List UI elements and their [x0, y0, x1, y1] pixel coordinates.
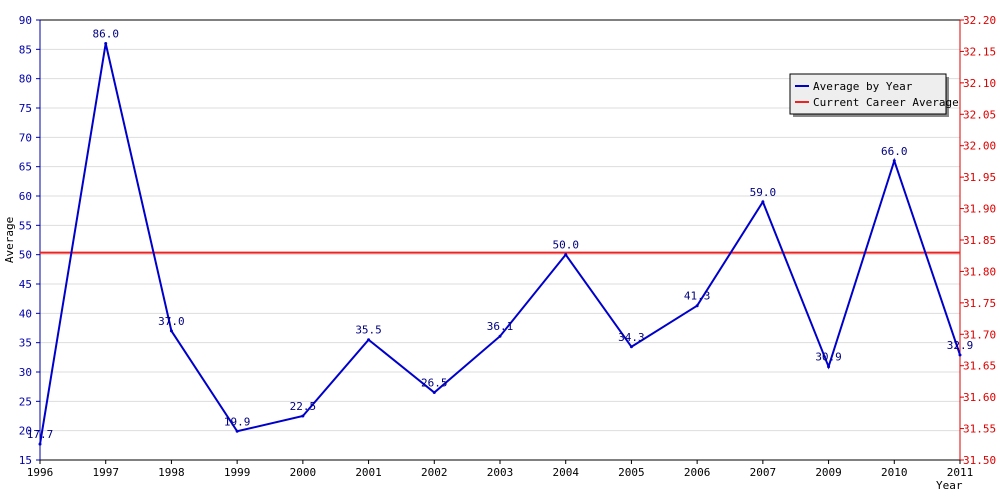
y-right-tick-label: 32.20	[963, 14, 996, 27]
y-left-tick-label: 50	[19, 249, 32, 262]
data-label: 35.5	[355, 324, 382, 337]
y-right-tick-label: 31.95	[963, 171, 996, 184]
x-tick-label: 2001	[355, 466, 382, 479]
gridlines	[40, 19, 960, 461]
data-label: 34.3	[618, 331, 645, 344]
data-label: 37.0	[158, 315, 185, 328]
data-label: 41.3	[684, 290, 711, 303]
x-tick-label: 1997	[92, 466, 119, 479]
x-tick-label: 1998	[158, 466, 185, 479]
data-label: 50.0	[552, 239, 579, 252]
data-point	[38, 442, 42, 446]
y-left-tick-label: 35	[19, 337, 32, 350]
y-right-tick-label: 31.85	[963, 234, 996, 247]
y-axis-title: Average	[3, 217, 16, 263]
data-point	[169, 329, 173, 333]
data-label: 19.9	[224, 415, 251, 428]
legend-label-average-by-year: Average by Year	[813, 80, 913, 93]
axes: 15 20 25 30 35 40 45 50 55 60 65 70 75 80 85 90 31.50 31.…	[19, 14, 996, 479]
x-axis-title: Year	[936, 479, 963, 492]
y-left-tick-label: 70	[19, 131, 32, 144]
data-label: 66.0	[881, 145, 908, 158]
y-right-tick-label: 32.15	[963, 45, 996, 58]
data-point	[301, 414, 305, 418]
y-right-tick-label: 31.60	[963, 391, 996, 404]
y-right-tick-label: 31.55	[963, 423, 996, 436]
data-label: 30.9	[815, 351, 842, 364]
legend: Average by Year Current Career Average	[789, 73, 959, 117]
data-labels: 17.7 86.0 37.0 19.9 22.5 35.5 26.5 36.1 50.0 34.3…	[27, 27, 974, 441]
x-tick-label: 2011	[947, 466, 974, 479]
data-point	[629, 345, 633, 349]
y-left-tick-label: 20	[19, 425, 32, 438]
y-left-tick-label: 30	[19, 366, 32, 379]
y-left-tick-label: 75	[19, 102, 32, 115]
data-point	[235, 429, 239, 433]
x-tick-label: 2006	[684, 466, 711, 479]
y-left-tick-label: 65	[19, 161, 32, 174]
data-label: 22.5	[290, 400, 317, 413]
data-label: 59.0	[750, 186, 777, 199]
y-right-tick-label: 31.65	[963, 360, 996, 373]
data-label: 32.9	[947, 339, 974, 352]
x-tick-label: 2005	[618, 466, 645, 479]
series	[38, 41, 962, 446]
data-point	[761, 200, 765, 204]
data-point	[564, 253, 568, 257]
data-label: 17.7	[27, 428, 54, 441]
x-tick-label: 2004	[552, 466, 579, 479]
y-right-tick-label: 32.00	[963, 140, 996, 153]
data-point	[827, 365, 831, 369]
x-tick-label: 2007	[750, 466, 777, 479]
legend-label-current-career-average: Current Career Average	[813, 96, 959, 109]
y-right-tick-label: 32.05	[963, 108, 996, 121]
y-left-tick-label: 45	[19, 278, 32, 291]
y-right-tick-label: 31.50	[963, 454, 996, 467]
x-tick-label: 2003	[487, 466, 514, 479]
y-left-tick-label: 60	[19, 190, 32, 203]
y-right-tick-label: 31.70	[963, 328, 996, 341]
y-left-tick-label: 40	[19, 307, 32, 320]
data-point	[695, 304, 699, 308]
data-point	[367, 338, 371, 342]
x-tick-label: 2009	[815, 466, 842, 479]
x-tick-label: 2002	[421, 466, 448, 479]
data-point	[498, 334, 502, 338]
data-point	[892, 159, 896, 163]
legend-box	[789, 73, 947, 115]
y-left-tick-label: 25	[19, 395, 32, 408]
data-label: 86.0	[92, 27, 119, 40]
y-left-tick-label: 80	[19, 73, 32, 86]
data-label: 36.1	[487, 320, 514, 333]
x-tick-label: 1996	[27, 466, 54, 479]
x-tick-label: 1999	[224, 466, 251, 479]
data-point	[104, 41, 108, 45]
data-label: 26.5	[421, 377, 448, 390]
data-point	[432, 391, 436, 395]
y-left-tick-label: 90	[19, 14, 32, 27]
y-right-tick-label: 32.10	[963, 77, 996, 90]
y-right-tick-label: 31.80	[963, 265, 996, 278]
y-right-tick-label: 31.90	[963, 203, 996, 216]
y-left-tick-label: 85	[19, 43, 32, 56]
y-right-tick-label: 31.75	[963, 297, 996, 310]
x-tick-label: 2000	[290, 466, 317, 479]
y-left-tick-label: 55	[19, 219, 32, 232]
data-point	[958, 353, 962, 357]
x-tick-label: 2010	[881, 466, 908, 479]
y-left-tick-label: 15	[19, 454, 32, 467]
